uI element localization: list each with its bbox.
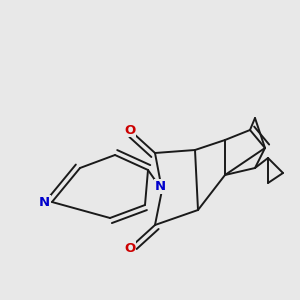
Text: O: O [124,242,136,254]
Text: N: N [155,180,166,193]
Text: N: N [39,196,50,208]
Text: O: O [124,124,136,136]
